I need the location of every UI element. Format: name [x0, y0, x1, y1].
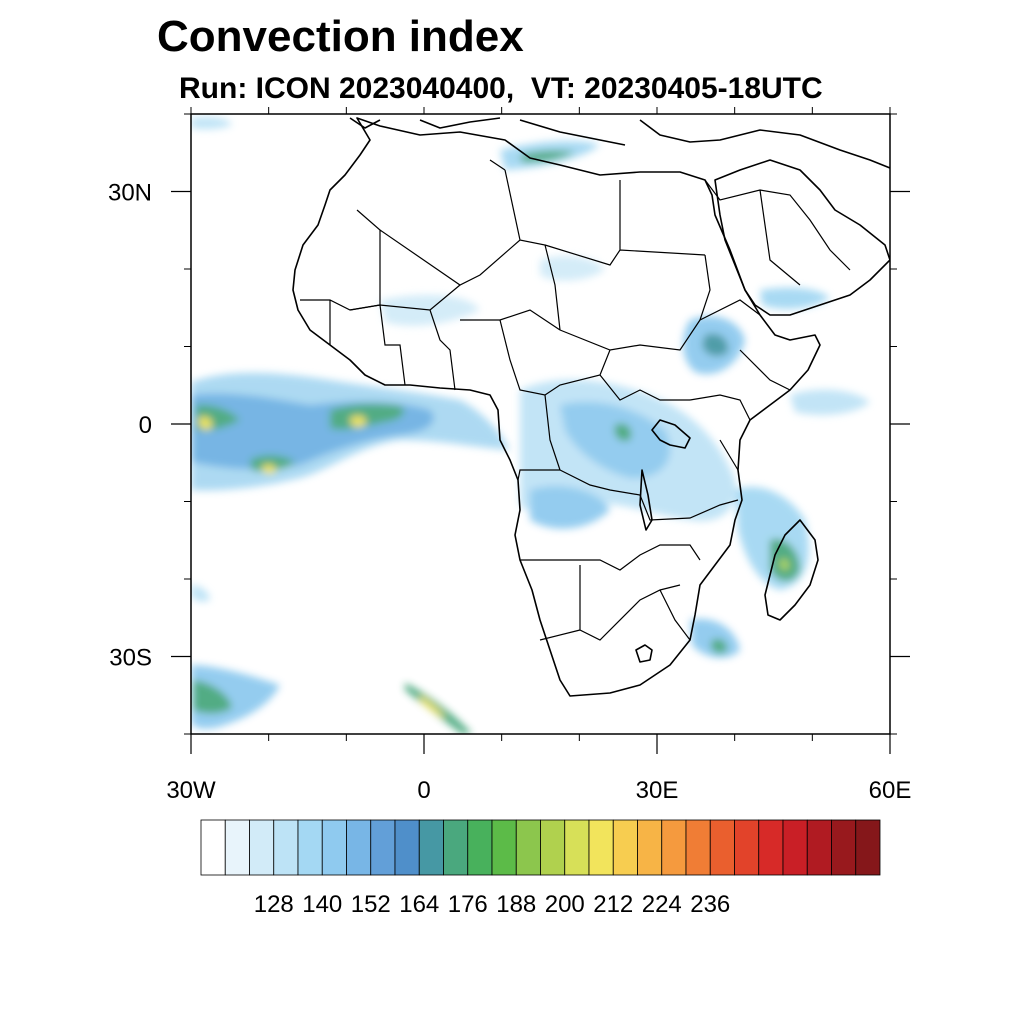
colorbar-box — [855, 819, 881, 876]
convection-region-congo-core — [530, 401, 671, 529]
middle-east-borders — [704, 179, 851, 286]
colorbar-box — [612, 819, 638, 876]
colorbar-box — [443, 819, 469, 876]
south-africa-inner — [635, 644, 653, 663]
convection-region-ethiopia-core — [702, 333, 729, 357]
colorbar-label: 152 — [351, 891, 391, 918]
west-africa-borders — [300, 284, 561, 391]
colorbar: 128 140 152 164 176 188 200 212 224 236 — [200, 819, 881, 918]
colorbar-box — [515, 819, 541, 876]
colorbar-box — [734, 819, 760, 876]
colorbar-box — [297, 819, 323, 876]
colorbar-box — [685, 819, 711, 876]
colorbar-label: 188 — [496, 891, 536, 918]
convection-field — [191, 116, 870, 734]
southern-africa-borders — [520, 544, 701, 641]
colorbar-box — [346, 819, 372, 876]
colorbar-label: 164 — [399, 891, 439, 918]
convection-region-south-atlantic-front-peak — [420, 695, 446, 718]
lon-tick-label: 0 — [417, 777, 430, 804]
colorbar-box — [321, 819, 347, 876]
coastlines — [292, 117, 890, 697]
horn-africa-borders — [689, 299, 791, 471]
convection-region-congo-green — [614, 423, 632, 442]
convection-region-atlantic-core — [191, 393, 434, 470]
convection-region-sw-atlantic-small — [191, 585, 210, 602]
colorbar-box — [540, 819, 566, 876]
colorbar-box — [467, 819, 493, 876]
europe-coastline — [349, 117, 890, 169]
colorbar-box — [661, 819, 687, 876]
north-africa-borders — [349, 159, 711, 351]
colorbar-label: 140 — [302, 891, 342, 918]
colorbar-box — [831, 819, 857, 876]
colorbar-box — [564, 819, 590, 876]
colorbar-label: 212 — [593, 891, 633, 918]
colorbar-box — [394, 819, 420, 876]
lat-tick-label: 30N — [108, 180, 152, 207]
convection-region-madagascar-peak — [779, 558, 790, 571]
lon-tick-label: 30W — [166, 777, 216, 804]
convection-region-indian-ocean — [790, 389, 870, 415]
colorbar-box — [273, 819, 299, 876]
colorbar-label: 224 — [642, 891, 682, 918]
colorbar-box — [370, 819, 396, 876]
chart-title: Convection index — [157, 12, 524, 61]
colorbar-label: 200 — [545, 891, 585, 918]
colorbar-box — [782, 819, 808, 876]
colorbar-box — [709, 819, 735, 876]
colorbar-label: 128 — [254, 891, 294, 918]
colorbar-label: 236 — [690, 891, 730, 918]
convection-region-north-atlantic — [191, 116, 232, 130]
colorbar-box — [637, 819, 663, 876]
map-ticks: 30W 0 30E 60E 30N 0 30S — [108, 107, 911, 804]
colorbar-box — [491, 819, 517, 876]
africa-coastline — [292, 117, 821, 697]
colorbar-box — [249, 819, 275, 876]
central-africa-borders — [499, 319, 739, 521]
colorbar-label: 176 — [448, 891, 488, 918]
colorbar-box — [758, 819, 784, 876]
colorbar-box — [588, 819, 614, 876]
convection-region-south-atlantic-front — [405, 683, 472, 734]
lat-tick-label: 0 — [139, 412, 152, 439]
colorbar-box — [806, 819, 832, 876]
colorbar-box — [224, 819, 250, 876]
convection-region-sw-atlantic-green — [193, 680, 232, 714]
east-africa-lakes — [639, 419, 691, 531]
convection-region-arabia — [760, 287, 830, 310]
lon-tick-label: 60E — [869, 777, 912, 804]
convection-region-sahel — [380, 255, 605, 326]
convection-region-south-africa-coast — [690, 618, 740, 658]
colorbar-box — [418, 819, 444, 876]
lat-tick-label: 30S — [109, 645, 152, 672]
chart-subtitle: Run: ICON 2023040400, VT: 20230405-18UTC — [179, 72, 823, 105]
lon-tick-label: 30E — [636, 777, 679, 804]
colorbar-box — [200, 819, 226, 876]
country-borders — [300, 159, 851, 641]
map-plot-area — [191, 116, 890, 734]
convection-region-south-africa-green — [710, 638, 728, 654]
arabia-coastline — [714, 159, 890, 316]
madagascar-coastline — [764, 519, 819, 621]
